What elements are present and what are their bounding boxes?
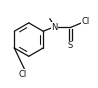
Text: N: N: [52, 23, 58, 32]
Text: Cl: Cl: [81, 17, 90, 26]
Text: S: S: [68, 41, 73, 50]
Text: Cl: Cl: [19, 70, 27, 79]
